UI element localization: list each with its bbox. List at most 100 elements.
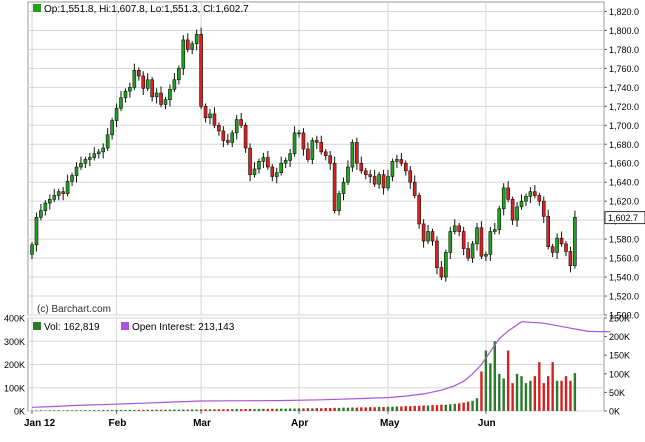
volume-bar-down [409,406,412,411]
volume-series [30,341,577,412]
candle [457,222,462,237]
candle-body-down [212,113,217,126]
candle-body-up [484,253,488,257]
candle [519,194,524,210]
candle-body-up [341,181,346,194]
candle-body-down [372,176,377,185]
candle-body-up [297,132,301,135]
open-interest-y-axis: 0K 50K 100K 150K 200K 250K [604,314,630,417]
candle [177,65,181,85]
price-tick-label: 1,680.0 [609,140,639,150]
candle [439,260,444,280]
x-tick-label: Jun [478,418,496,429]
candle-body-up [475,227,479,245]
candle-body-down [323,151,328,156]
volume-bar-down [222,409,225,411]
x-tick-label: Apr [291,418,308,429]
candle [270,164,275,182]
candle-body-down [408,170,413,183]
volume-bar-up [53,410,56,411]
volume-bar-up [377,406,381,411]
candle-body-up [105,134,110,149]
candle-body-up [470,243,475,259]
open-interest-line [31,321,611,408]
candle [283,157,288,168]
candle-body-down [150,79,154,98]
price-tick-label: 1,500.0 [609,311,639,321]
candle [484,251,488,261]
candle-body-down [314,140,319,143]
candle [239,112,243,129]
volume-bar-up [475,398,479,411]
volume-bar-up [79,410,83,411]
candle [421,219,426,248]
volume-bar-up [284,408,287,411]
candle-body-up [172,79,177,90]
candle-body-up [488,231,493,255]
candle [430,228,435,246]
candle [412,175,417,199]
candle-body-down [439,267,444,278]
candle [88,152,92,167]
candle [30,241,34,260]
candle-body-down [306,148,310,160]
candle-body-up [444,252,448,278]
volume-bar-down [239,409,243,411]
candle [203,103,208,123]
candle [172,73,177,93]
volume-bar-up [346,407,350,411]
candle-body-down [537,195,542,202]
price-tick-label: 1,520.0 [609,292,639,302]
candle [564,241,568,257]
candle [279,156,284,176]
price-tick-label: 1,640.0 [609,178,639,188]
candle [359,156,364,174]
candle [141,71,146,95]
volume-bar-up [208,409,212,411]
volume-bar-down [435,405,439,411]
volume-bar-down [213,409,216,411]
volume-bar-up [119,409,123,411]
volume-bar-down [458,403,461,411]
candle [550,243,555,258]
candle-body-up [123,90,128,99]
candle-body-up [110,120,114,136]
volume-bar-up [44,410,47,411]
candle-body-up [65,180,70,194]
watermark: (c) Barchart.com [37,304,111,315]
volume-bar-up [253,408,256,411]
price-tick-label: 1,560.0 [609,254,639,264]
candle-body-down [430,231,435,242]
candle-body-down [399,159,404,164]
candle-body-up [310,140,315,160]
candle [466,241,470,261]
open-interest-tick-label: 200K [609,332,630,342]
candle [524,193,528,206]
volume-bar-down [355,407,359,411]
volume-y-axis: 0K 100K 200K 300K 400K [4,314,25,417]
volume-bar-down [400,406,403,411]
candle-body-up [528,191,533,197]
candle-body-up [52,195,57,200]
volume-bar-up [164,409,167,411]
volume-tick-label: 300K [4,337,25,347]
candle [248,143,252,182]
candle [403,160,408,176]
candle [297,130,301,138]
candle-body-down [239,119,243,126]
low-label: Lo: [150,4,164,15]
volume-bar-up [57,410,60,411]
candle [306,142,310,163]
candle-body-down [417,195,421,225]
volume-legend: Vol: 162,819 [44,322,100,333]
candle [546,209,551,250]
candle-body-up [386,176,390,189]
candle [105,128,110,151]
open-interest-value: 213,143 [198,322,235,333]
volume-bar-down [466,401,470,411]
candle-body-up [154,92,159,98]
volume-bar-up [102,410,105,411]
candle-body-down [457,225,462,232]
volume-bar-down [551,362,554,411]
volume-bar-down [271,408,274,411]
